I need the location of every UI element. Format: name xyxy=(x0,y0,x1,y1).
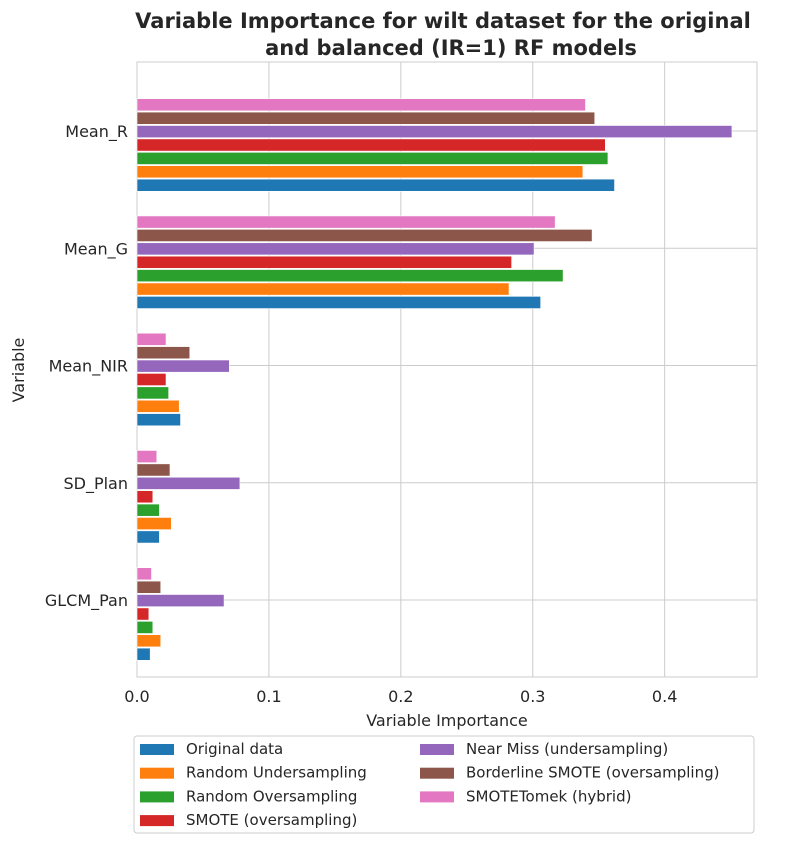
legend-swatch xyxy=(420,744,454,755)
legend-swatch xyxy=(140,744,174,755)
y-tick-label: SD_Plan xyxy=(63,474,128,494)
bar xyxy=(136,215,556,229)
legend-label: Near Miss (undersampling) xyxy=(466,740,668,758)
bar xyxy=(136,607,150,621)
bar xyxy=(136,178,615,192)
bar xyxy=(136,332,167,346)
bar xyxy=(136,229,593,242)
x-tick-label: 0.2 xyxy=(388,687,413,706)
bar xyxy=(136,503,160,517)
legend-label: Random Undersampling xyxy=(186,764,367,782)
legend-label: SMOTETomek (hybrid) xyxy=(466,787,631,805)
bar xyxy=(136,255,512,269)
bar xyxy=(136,296,541,309)
bar xyxy=(136,450,158,463)
bar xyxy=(136,647,151,661)
legend-box xyxy=(133,735,755,834)
legend-swatch xyxy=(420,791,454,803)
bar xyxy=(136,476,241,490)
bar xyxy=(136,517,172,530)
bars xyxy=(136,98,733,661)
legend-label: SMOTE (oversampling) xyxy=(186,811,357,829)
y-tick-label: Mean_G xyxy=(64,239,128,259)
y-tick-labels: Mean_R Mean_G Mean_NIR SD_Plan GLCM_Pan xyxy=(45,122,128,611)
bar xyxy=(136,386,169,400)
bar xyxy=(136,165,584,179)
y-tick-label: Mean_NIR xyxy=(49,357,128,377)
bar xyxy=(136,138,606,152)
bar xyxy=(136,567,152,581)
x-axis-label: Variable Importance xyxy=(366,711,528,730)
bar xyxy=(136,463,171,477)
bar xyxy=(136,111,596,125)
legend: Original data Random Undersampling Random … xyxy=(133,735,755,834)
bar xyxy=(136,98,586,112)
bar xyxy=(136,413,181,427)
x-tick-label: 0.0 xyxy=(124,687,149,706)
legend-swatch xyxy=(140,815,174,827)
y-tick-label: GLCM_Pan xyxy=(45,591,128,611)
legend-label: Original data xyxy=(186,740,283,758)
bar xyxy=(136,634,162,648)
bar xyxy=(136,620,154,634)
legend-swatch xyxy=(140,791,174,803)
x-tick-label: 0.1 xyxy=(256,687,281,706)
bar xyxy=(136,282,510,296)
bar xyxy=(136,359,230,373)
bar xyxy=(136,490,154,504)
bar xyxy=(136,399,180,413)
x-tick-label: 0.3 xyxy=(520,687,545,706)
bar xyxy=(136,152,609,165)
y-tick-label: Mean_R xyxy=(65,122,128,142)
bar xyxy=(136,373,167,386)
y-axis-label: Variable xyxy=(9,338,28,403)
bar xyxy=(136,269,564,283)
bar xyxy=(136,125,733,138)
legend-swatch xyxy=(140,767,174,779)
legend-label: Random Oversampling xyxy=(186,787,357,805)
bar xyxy=(136,242,535,256)
bar xyxy=(136,530,160,544)
x-tick-label: 0.4 xyxy=(652,687,677,706)
x-tick-labels: 0.0 0.1 0.2 0.3 0.4 xyxy=(124,687,677,706)
legend-label: Borderline SMOTE (oversampling) xyxy=(466,764,719,782)
legend-swatch xyxy=(420,767,454,779)
bar xyxy=(136,594,225,607)
bar xyxy=(136,580,162,594)
chart-title-line-2: and balanced (IR=1) RF models xyxy=(265,36,637,60)
chart-title-line-1: Variable Importance for wilt dataset for… xyxy=(135,9,751,33)
bar xyxy=(136,346,191,360)
